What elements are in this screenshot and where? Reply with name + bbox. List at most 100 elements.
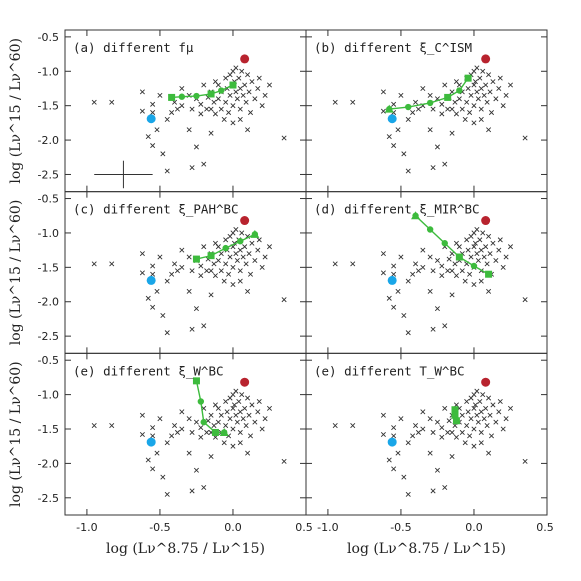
data-cross — [233, 65, 239, 71]
data-cross — [503, 254, 509, 260]
data-cross — [154, 450, 160, 456]
data-cross — [164, 440, 170, 446]
red-point — [481, 54, 491, 64]
data-cross — [150, 433, 156, 439]
data-cross — [464, 237, 470, 243]
data-cross — [150, 425, 156, 431]
panel-title: (a) different fμ — [73, 40, 194, 55]
data-cross — [249, 402, 255, 408]
data-cross — [430, 488, 436, 494]
model-point — [218, 87, 225, 94]
data-cross — [237, 106, 243, 112]
data-cross — [218, 268, 224, 274]
blue-point — [146, 114, 156, 124]
data-cross — [481, 92, 487, 98]
data-cross — [198, 111, 204, 117]
data-cross — [453, 79, 459, 85]
data-cross — [420, 264, 426, 270]
data-cross — [405, 116, 411, 122]
x-axis-label: log (Lν^8.75 / Lν^15) — [106, 541, 265, 557]
data-cross — [486, 395, 492, 401]
data-cross — [193, 306, 199, 312]
data-cross — [453, 273, 459, 279]
model-square-marker — [229, 81, 237, 89]
model-square-marker — [207, 90, 215, 98]
model-point — [222, 244, 229, 252]
blue-point — [387, 114, 397, 124]
model-square-marker — [444, 93, 452, 101]
data-cross — [486, 233, 492, 239]
data-cross — [174, 106, 180, 112]
data-cross — [245, 72, 251, 78]
data-cross — [471, 103, 477, 109]
data-cross — [465, 409, 471, 415]
data-cross — [420, 409, 426, 415]
data-cross — [420, 426, 426, 432]
model-point — [200, 418, 207, 426]
data-cross — [179, 409, 185, 415]
data-cross — [467, 110, 473, 116]
model-square-marker — [168, 93, 176, 101]
data-cross — [91, 423, 97, 429]
data-cross — [413, 99, 419, 105]
data-cross — [395, 450, 401, 456]
data-cross — [154, 127, 160, 133]
data-cross — [401, 474, 407, 480]
data-cross — [477, 237, 483, 243]
data-cross — [480, 392, 486, 398]
x-tick-label: 0.0 — [224, 521, 242, 534]
data-cross — [474, 65, 480, 71]
data-cross — [230, 103, 236, 109]
data-cross — [350, 261, 356, 267]
data-cross — [445, 429, 451, 435]
data-cross — [483, 82, 489, 88]
data-cross — [201, 484, 207, 491]
data-cross — [350, 423, 356, 429]
data-cross — [481, 254, 487, 260]
data-cross — [266, 244, 273, 250]
data-cross — [198, 101, 204, 107]
data-cross — [391, 271, 397, 277]
x-tick-label: -0.5 — [149, 521, 170, 534]
data-cross — [212, 79, 218, 85]
data-cross — [262, 416, 268, 422]
data-cross — [430, 429, 436, 435]
data-cross — [212, 402, 218, 408]
data-cross — [145, 134, 151, 140]
data-cross — [427, 416, 433, 422]
model-point — [470, 262, 478, 270]
data-cross — [487, 89, 493, 95]
data-cross — [449, 454, 455, 460]
data-cross — [212, 273, 218, 279]
data-cross — [189, 429, 195, 435]
data-cross — [262, 254, 268, 260]
data-cross — [223, 99, 229, 105]
data-cross — [487, 412, 493, 418]
data-cross — [246, 89, 252, 95]
data-cross — [486, 127, 492, 133]
panel-title: (e) different T_W^BC — [314, 363, 465, 378]
data-cross — [464, 398, 470, 405]
x-tick-label: -1.0 — [76, 521, 97, 534]
data-cross — [462, 440, 468, 446]
data-cross — [449, 268, 455, 274]
data-cross — [230, 405, 236, 411]
data-cross — [522, 458, 528, 464]
data-cross — [230, 264, 236, 270]
data-cross — [223, 423, 229, 429]
data-cross — [488, 110, 495, 116]
data-cross — [239, 392, 245, 398]
data-cross — [467, 433, 473, 439]
data-cross — [223, 237, 229, 243]
panel-frame — [305, 352, 548, 516]
y-tick-label: -2.5 — [38, 168, 59, 181]
data-cross — [215, 257, 221, 263]
model-triangle-marker — [384, 104, 394, 113]
y-tick-label: -0.5 — [38, 354, 59, 367]
data-cross — [459, 412, 465, 418]
data-cross — [391, 433, 397, 439]
data-cross — [467, 271, 473, 277]
data-cross — [266, 405, 273, 411]
data-cross — [497, 237, 503, 243]
data-cross — [483, 244, 489, 250]
